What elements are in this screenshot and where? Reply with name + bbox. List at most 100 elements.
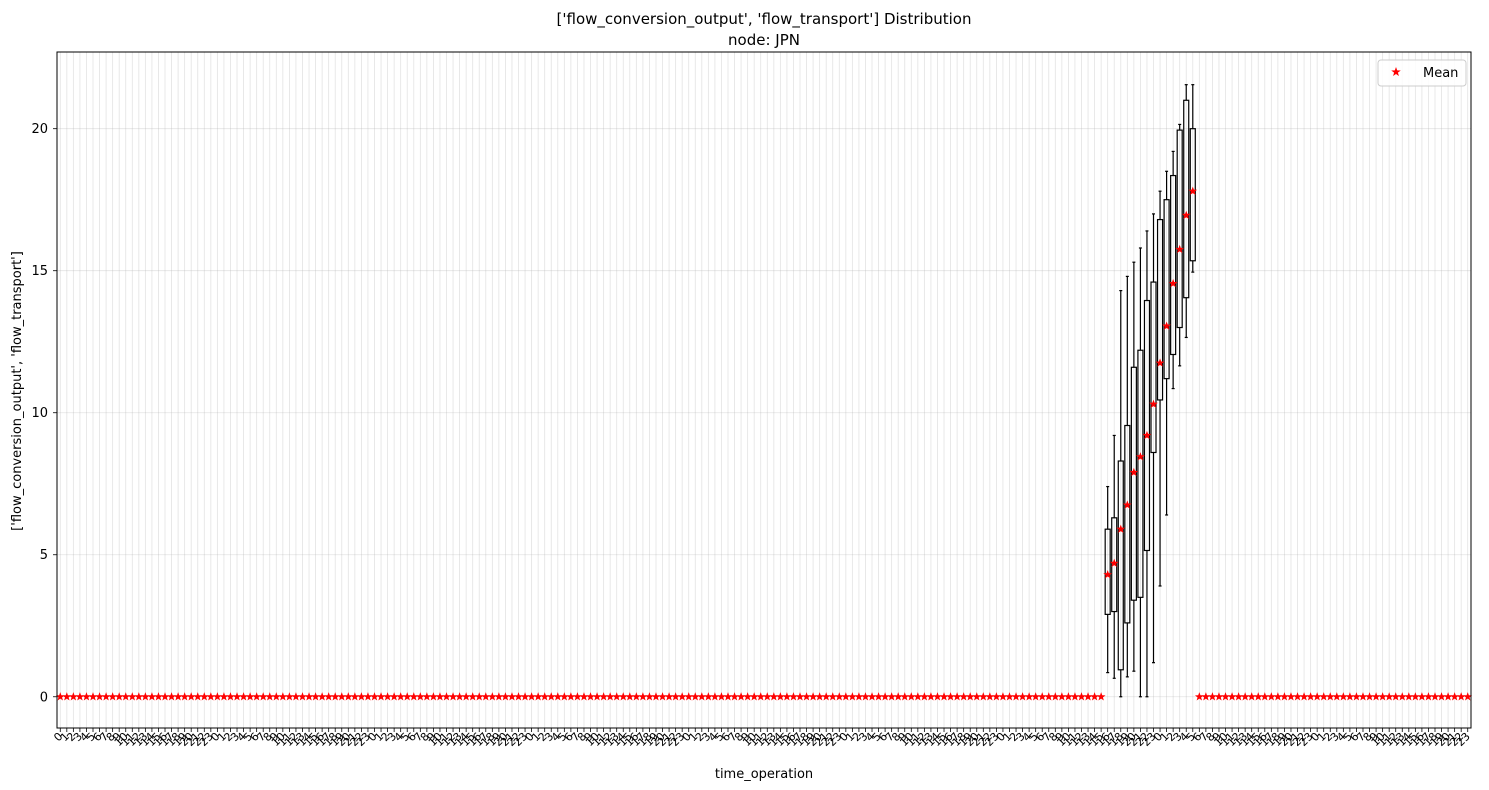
mean-marker xyxy=(638,692,648,701)
mean-marker xyxy=(455,692,464,701)
box-item xyxy=(1104,485,1111,674)
box-iqr xyxy=(1104,528,1111,615)
mean-marker xyxy=(62,692,72,701)
mean-marker xyxy=(808,692,818,701)
mean-marker xyxy=(461,692,471,701)
box-item xyxy=(1117,289,1124,698)
box-iqr xyxy=(1124,424,1131,624)
mean-marker xyxy=(762,692,772,701)
mean-marker xyxy=(68,692,78,701)
mean-marker xyxy=(245,692,255,701)
mean-marker xyxy=(1430,692,1440,701)
mean-marker xyxy=(1358,692,1368,701)
mean-marker xyxy=(1005,692,1014,701)
mean-marker xyxy=(1083,692,1093,701)
box-item xyxy=(1176,123,1183,367)
mean-marker xyxy=(998,692,1008,701)
mean-marker xyxy=(1417,692,1427,701)
mean-marker xyxy=(422,692,432,701)
mean-marker xyxy=(1057,692,1067,701)
mean-marker xyxy=(861,692,870,701)
mean-marker xyxy=(271,692,281,701)
mean-marker xyxy=(160,692,170,701)
mean-marker xyxy=(1194,692,1204,701)
mean-marker xyxy=(926,692,936,701)
mean-marker xyxy=(913,692,923,701)
mean-marker xyxy=(618,692,628,701)
mean-marker xyxy=(664,692,674,701)
box-item xyxy=(1150,213,1157,664)
mean-marker xyxy=(370,692,379,701)
box-iqr xyxy=(1163,199,1170,380)
mean-marker xyxy=(1325,692,1335,701)
box-iqr xyxy=(1170,174,1177,356)
mean-marker xyxy=(154,692,163,701)
mean-marker xyxy=(1070,692,1080,701)
mean-marker xyxy=(1024,692,1034,701)
mean-marker xyxy=(101,692,111,701)
mean-marker xyxy=(828,692,838,701)
mean-marker xyxy=(1122,500,1132,509)
mean-marker xyxy=(285,692,294,701)
mean-marker xyxy=(213,692,222,701)
chart-subtitle: node: JPN xyxy=(728,31,800,49)
mean-marker xyxy=(317,692,327,701)
box-item xyxy=(1163,170,1170,516)
mean-marker xyxy=(278,692,288,701)
mean-marker xyxy=(540,692,550,701)
mean-marker xyxy=(775,692,785,701)
mean-marker xyxy=(1352,692,1361,701)
mean-marker xyxy=(1253,692,1263,701)
y-tick-label: 10 xyxy=(31,406,48,421)
mean-marker xyxy=(1338,692,1348,701)
mean-marker xyxy=(1260,692,1270,701)
mean-marker xyxy=(75,692,85,701)
box-item xyxy=(1143,230,1151,698)
box-iqr xyxy=(1111,517,1118,613)
mean-marker xyxy=(1175,244,1185,254)
mean-marker xyxy=(311,692,320,701)
mean-marker xyxy=(985,692,995,701)
mean-marker xyxy=(677,692,687,701)
mean-marker xyxy=(226,692,235,701)
mean-marker xyxy=(1312,692,1322,701)
mean-marker xyxy=(1240,692,1250,701)
mean-marker xyxy=(173,692,183,701)
mean-marker xyxy=(141,692,150,701)
mean-marker xyxy=(533,692,543,701)
mean-marker xyxy=(1037,692,1047,701)
mean-marker xyxy=(789,692,798,701)
grid-lines xyxy=(57,52,1471,728)
mean-marker xyxy=(330,692,340,701)
mean-marker xyxy=(815,692,825,701)
legend-label-mean: Mean xyxy=(1423,66,1458,81)
mean-marker xyxy=(658,692,667,701)
box-item xyxy=(1170,150,1177,390)
mean-marker xyxy=(645,692,654,701)
mean-marker xyxy=(874,692,883,701)
box-iqr xyxy=(1137,349,1144,598)
mean-marker xyxy=(743,692,753,701)
mean-marker xyxy=(448,692,458,701)
mean-marker xyxy=(887,692,897,701)
y-tick-label: 5 xyxy=(40,548,48,563)
mean-marker xyxy=(199,692,209,701)
mean-marker xyxy=(631,692,641,701)
mean-marker xyxy=(959,692,969,701)
mean-marker xyxy=(1378,692,1387,701)
mean-marker xyxy=(1266,692,1276,701)
mean-marker xyxy=(429,692,438,701)
mean-marker xyxy=(1286,692,1296,701)
boxes xyxy=(1104,84,1196,698)
mean-marker xyxy=(573,692,582,701)
mean-marker xyxy=(1424,692,1433,701)
mean-marker xyxy=(1410,692,1420,701)
mean-marker xyxy=(1404,692,1414,701)
mean-marker xyxy=(402,692,412,701)
mean-marker xyxy=(1280,692,1289,701)
mean-marker xyxy=(1456,692,1466,701)
mean-marker xyxy=(265,692,275,701)
mean-marker xyxy=(795,692,805,701)
mean-marker xyxy=(1031,692,1041,701)
